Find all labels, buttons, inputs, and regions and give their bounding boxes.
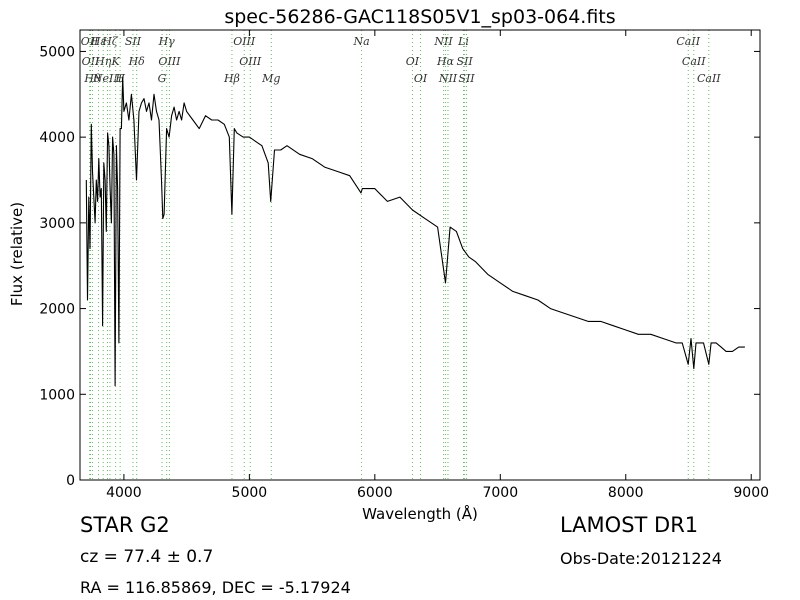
- line-marker-label: OIII: [239, 55, 262, 68]
- line-marker-label: Hα: [436, 55, 455, 68]
- line-marker-label: CaII: [676, 35, 700, 48]
- line-marker-label: Hθ: [83, 72, 101, 85]
- line-marker-label: H: [114, 72, 125, 85]
- line-marker-label: Hε: [90, 35, 107, 48]
- line-marker-label: G: [158, 72, 167, 85]
- x-tick-label: 4000: [106, 485, 142, 501]
- observation-date: Obs-Date:20121224: [560, 549, 722, 568]
- line-marker-label: Hγ: [158, 35, 176, 48]
- line-marker-label: NII: [438, 72, 458, 85]
- line-marker-label: OI: [406, 55, 420, 68]
- chart-title: spec-56286-GAC118S05V1_sp03-064.fits: [224, 6, 616, 28]
- x-tick-label: 8000: [608, 485, 644, 501]
- line-marker-label: OIII: [233, 35, 256, 48]
- line-marker-label: SII: [457, 55, 474, 68]
- line-marker-label: CaII: [682, 55, 706, 68]
- y-tick-label: 4000: [39, 130, 75, 146]
- line-marker-label: CaII: [697, 72, 721, 85]
- coordinates: RA = 116.85869, DEC = -5.17924: [80, 578, 351, 597]
- line-marker-label: Hζ: [101, 35, 119, 48]
- x-tick-label: 9000: [733, 485, 769, 501]
- y-axis-label: Flux (relative): [8, 201, 26, 307]
- y-tick-label: 1000: [39, 387, 75, 403]
- line-marker-label: Hβ: [223, 72, 240, 85]
- y-tick-label: 3000: [39, 216, 75, 232]
- y-tick-label: 2000: [39, 302, 75, 318]
- line-marker-label: OII: [82, 55, 100, 68]
- line-marker-label: Hδ: [128, 55, 146, 68]
- line-marker-label: SII: [125, 35, 142, 48]
- object-class: STAR G2: [80, 513, 170, 537]
- line-marker-label: NeIII: [92, 72, 123, 85]
- line-marker-label: K: [111, 55, 121, 68]
- y-tick-label: 0: [66, 473, 75, 489]
- x-tick-label: 6000: [357, 485, 393, 501]
- x-axis-label: Wavelength (Å): [362, 505, 478, 523]
- x-tick-label: 7000: [482, 485, 518, 501]
- survey-name: LAMOST DR1: [560, 513, 699, 537]
- line-marker-label: OI: [414, 72, 428, 85]
- plot-frame: [79, 29, 761, 481]
- line-marker-label: Mg: [261, 72, 280, 85]
- line-marker-label: OII: [81, 35, 99, 48]
- spectrum-line: [85, 76, 745, 387]
- line-marker-label: NII: [433, 35, 453, 48]
- redshift-value: cz = 77.4 ± 0.7: [80, 547, 214, 567]
- line-marker-label: Hη: [94, 55, 112, 68]
- line-marker-label: Na: [352, 35, 369, 48]
- line-marker-label: OIII: [158, 55, 181, 68]
- x-tick-label: 5000: [232, 485, 268, 501]
- line-marker-label: Li: [457, 35, 469, 48]
- y-tick-label: 5000: [39, 44, 75, 60]
- line-marker-label: SII: [458, 72, 475, 85]
